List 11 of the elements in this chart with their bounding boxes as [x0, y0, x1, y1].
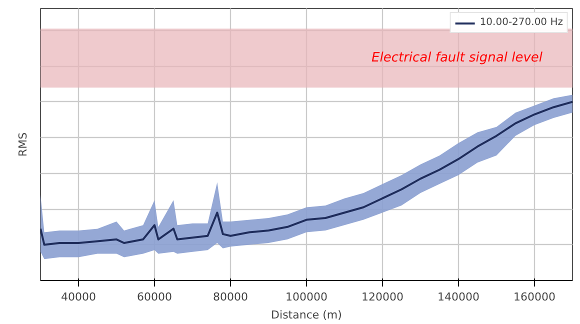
legend-label: 10.00-270.00 Hz — [480, 17, 563, 28]
x-axis-title: Distance (m) — [271, 308, 342, 322]
x-tick-label: 120000 — [362, 290, 404, 304]
x-tick-label: 40000 — [61, 290, 96, 304]
x-tick-label: 140000 — [438, 290, 480, 304]
x-tick-label: 160000 — [514, 290, 556, 304]
y-axis-title: RMS — [16, 132, 30, 157]
x-tick-label: 80000 — [213, 290, 248, 304]
x-tick-label: 60000 — [137, 290, 172, 304]
band-label: Electrical fault signal level — [371, 50, 543, 66]
x-tick-label: 100000 — [286, 290, 328, 304]
